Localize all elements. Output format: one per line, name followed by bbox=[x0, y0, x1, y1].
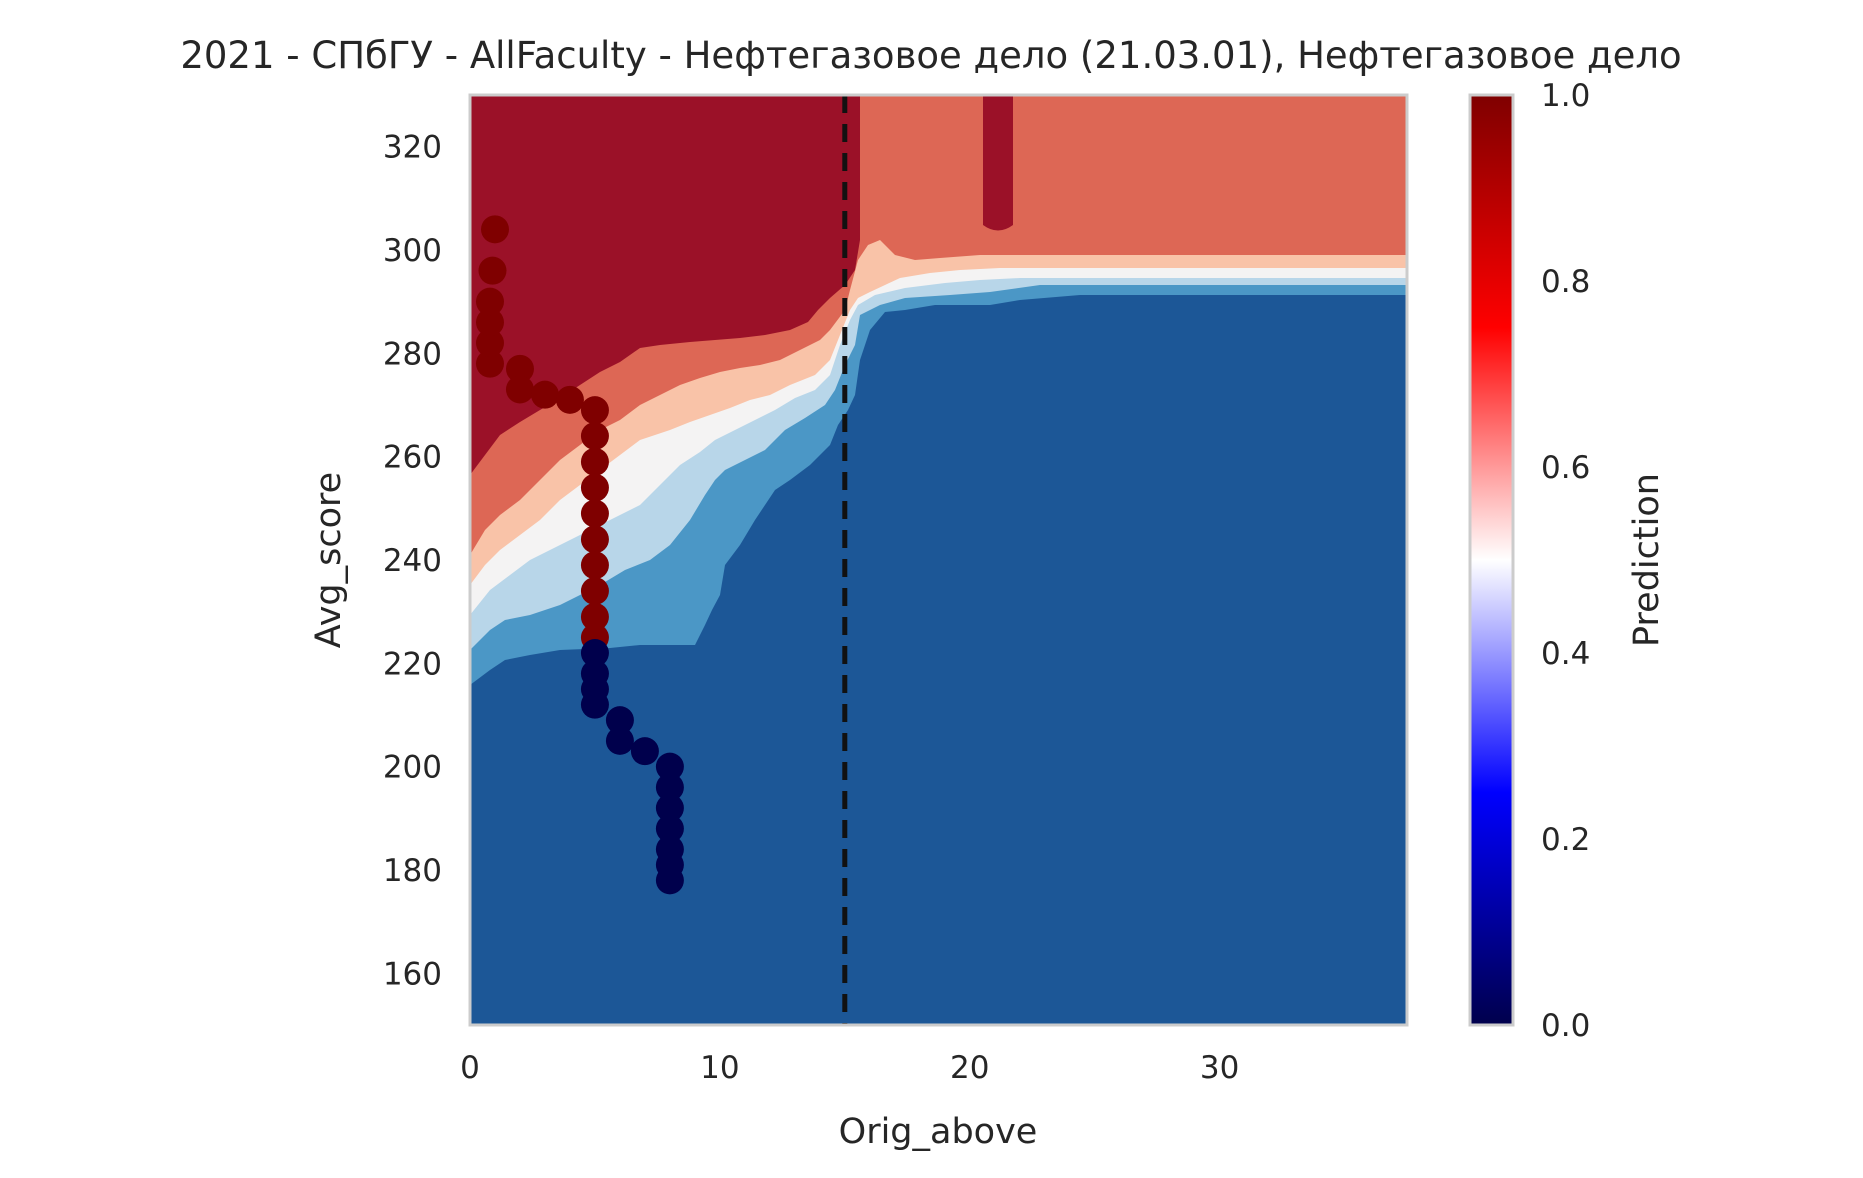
y-tick-label: 220 bbox=[383, 646, 442, 682]
y-tick-label: 300 bbox=[383, 233, 442, 269]
colorbar bbox=[1468, 93, 1515, 1027]
scatter-point bbox=[530, 380, 559, 409]
scatter-point bbox=[580, 499, 609, 528]
y-tick-label: 260 bbox=[383, 440, 442, 476]
y-tick-label: 240 bbox=[383, 543, 442, 579]
region-stripe-21 bbox=[983, 95, 1013, 231]
scatter-point bbox=[630, 737, 659, 766]
colorbar-tick-label: 0.8 bbox=[1541, 264, 1590, 300]
y-tick-label: 280 bbox=[383, 336, 442, 372]
scatter-point bbox=[580, 577, 609, 605]
colorbar-tick-label: 0.6 bbox=[1541, 450, 1590, 486]
colorbar-ticks: 0.0 0.2 0.4 0.6 0.8 1.0 bbox=[1541, 78, 1590, 1044]
scatter-point bbox=[580, 525, 609, 554]
scatter-point bbox=[580, 639, 609, 667]
x-tick-label: 20 bbox=[950, 1050, 989, 1086]
scatter-point bbox=[655, 794, 684, 822]
y-axis-label: Avg_score bbox=[309, 472, 349, 648]
y-tick-label: 160 bbox=[383, 956, 442, 992]
scatter-point bbox=[580, 447, 609, 476]
scatter-point bbox=[655, 814, 684, 843]
scatter-points bbox=[475, 215, 684, 895]
scatter-point bbox=[580, 396, 609, 425]
scatter-point bbox=[475, 329, 504, 357]
colorbar-tick-label: 0.0 bbox=[1541, 1008, 1590, 1044]
y-tick-label: 180 bbox=[383, 853, 442, 889]
x-tick-label: 30 bbox=[1200, 1050, 1239, 1086]
scatter-point bbox=[655, 773, 684, 802]
scatter-point bbox=[605, 726, 634, 755]
region-level-6 bbox=[470, 95, 860, 475]
scatter-point bbox=[580, 551, 609, 580]
scatter-point bbox=[580, 690, 609, 719]
scatter-point bbox=[580, 602, 609, 631]
colorbar-label: Prediction bbox=[1627, 473, 1667, 647]
scatter-point bbox=[655, 866, 684, 895]
scatter-point bbox=[655, 752, 684, 781]
chart-title: 2021 - СПбГУ - AllFaculty - Нефтегазовое… bbox=[180, 34, 1681, 77]
scatter-point bbox=[580, 473, 609, 502]
colorbar-tick-label: 0.2 bbox=[1541, 822, 1590, 858]
scatter-point bbox=[605, 706, 634, 735]
scatter-point bbox=[478, 256, 507, 285]
scatter-point bbox=[475, 308, 504, 337]
x-tick-label: 10 bbox=[700, 1050, 739, 1086]
scatter-point bbox=[505, 375, 534, 404]
scatter-point bbox=[555, 385, 584, 414]
colorbar-tick-label: 0.4 bbox=[1541, 636, 1590, 672]
x-axis-label: Orig_above bbox=[839, 1112, 1038, 1152]
scatter-point bbox=[475, 349, 504, 378]
y-tick-label: 320 bbox=[383, 130, 442, 166]
y-axis-ticks: 160 180 200 220 240 260 280 300 320 bbox=[383, 130, 442, 993]
colorbar-tick-label: 1.0 bbox=[1541, 78, 1590, 114]
x-tick-label: 0 bbox=[460, 1050, 480, 1086]
plot-frame bbox=[468, 93, 1409, 1027]
scatter-point bbox=[480, 215, 509, 244]
plot-area bbox=[470, 95, 1407, 1025]
scatter-point bbox=[505, 354, 534, 383]
scatter-point bbox=[580, 422, 609, 450]
x-axis-ticks: 0 10 20 30 bbox=[460, 1050, 1239, 1086]
scatter-point bbox=[475, 287, 504, 316]
y-tick-label: 200 bbox=[383, 750, 442, 786]
